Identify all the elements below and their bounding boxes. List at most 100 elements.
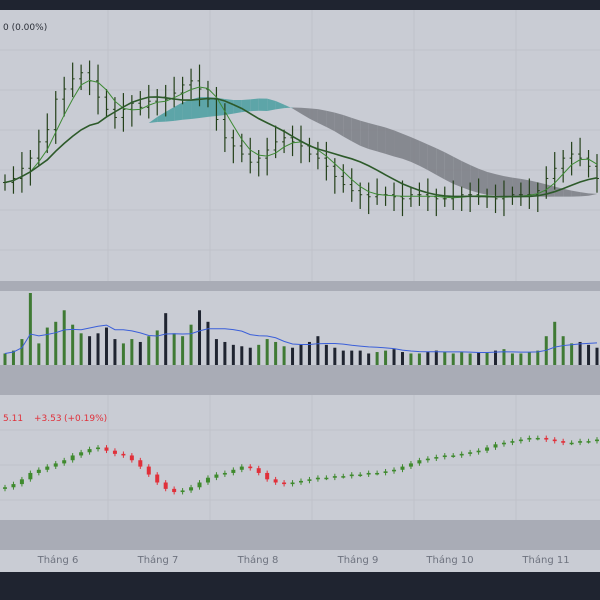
volume-bar-10: [88, 336, 92, 365]
candle-33: [282, 480, 287, 487]
candle-body: [510, 441, 515, 443]
candle-17: [146, 464, 151, 477]
candle-41: [349, 472, 354, 479]
candle-body: [28, 472, 33, 480]
candle-body: [11, 484, 16, 488]
ohlc-bar-3: [28, 150, 33, 186]
candle-legend-value: 5.11: [3, 414, 23, 424]
candle-7: [62, 457, 67, 466]
candle-body: [552, 439, 557, 442]
price-panel-bg: [0, 10, 600, 281]
bottom-toolbar: [0, 572, 600, 600]
ohlc-bar-48: [408, 186, 413, 207]
x-axis-label-2: Tháng 8: [237, 554, 279, 566]
candle-body: [518, 439, 523, 442]
ohlc-bar-12: [104, 89, 109, 118]
ohlc-bar-7: [62, 76, 67, 117]
candle-2: [19, 476, 24, 487]
candle-51: [434, 454, 439, 462]
ohlc-bar-33: [282, 129, 287, 154]
cloud-segment-47: [402, 133, 411, 162]
volume-bar-38: [324, 344, 328, 365]
volume-bar-50: [426, 352, 430, 365]
ohlc-bar-50: [425, 178, 430, 211]
ohlc-bar-49: [417, 182, 422, 206]
panel-separator-2: [0, 365, 600, 395]
candle-14: [121, 451, 126, 458]
volume-bar-2: [20, 339, 24, 365]
ohlc-bar-14: [121, 93, 126, 132]
cloud-segment-53: [453, 156, 462, 188]
candle-20: [172, 486, 177, 495]
cloud-segment-46: [394, 130, 403, 159]
candle-32: [273, 476, 278, 485]
candle-21: [180, 488, 185, 495]
candle-body: [569, 442, 574, 445]
candle-50: [425, 456, 430, 463]
candle-56: [476, 448, 481, 455]
candle-69: [586, 438, 591, 444]
candle-body: [408, 463, 413, 467]
candle-0: [3, 484, 7, 492]
ohlc-bar-41: [349, 168, 354, 202]
candle-body: [87, 449, 92, 453]
candle-body: [70, 455, 75, 461]
volume-bar-5: [45, 327, 49, 365]
ohlc-bar-69: [586, 150, 591, 178]
candle-legend-pct: (+0.19%): [64, 414, 107, 424]
candle-body: [442, 455, 447, 458]
candle-body: [256, 468, 261, 473]
chart-area[interactable]: Tháng 6 Tháng 7 Tháng 8 Tháng 9 Tháng 10 Thán…: [0, 10, 600, 572]
candle-body: [400, 466, 405, 470]
volume-bar-59: [502, 349, 506, 365]
candle-body: [155, 474, 160, 483]
ohlc-bar-61: [518, 182, 523, 206]
candle-15: [129, 453, 134, 463]
candle-body: [578, 441, 583, 443]
volume-bar-36: [307, 341, 311, 365]
candle-body: [231, 469, 236, 473]
ohlc-bar-30: [256, 150, 261, 177]
volume-bar-58: [494, 350, 498, 365]
candle-body: [349, 474, 354, 477]
volume-bar-48: [409, 353, 413, 365]
cloud-segment-60: [512, 177, 521, 197]
volume-bar-24: [206, 321, 210, 365]
volume-bar-13: [113, 339, 117, 365]
volume-bar-8: [71, 324, 75, 365]
cloud-segment-20: [174, 102, 183, 121]
volume-bar-32: [274, 341, 278, 365]
candle-body: [138, 460, 143, 467]
volume-bar-53: [451, 353, 455, 365]
candle-body: [501, 442, 506, 445]
volume-bar-33: [282, 346, 286, 365]
candle-18: [155, 472, 160, 485]
candle-45: [383, 468, 388, 476]
volume-bar-18: [155, 330, 159, 365]
candle-body: [163, 482, 168, 489]
candlesticks: [3, 435, 599, 495]
candle-body: [358, 474, 363, 477]
candle-body: [451, 455, 456, 457]
ohlc-bar-37: [315, 141, 320, 170]
x-axis-bg: [0, 550, 600, 572]
chart-svg[interactable]: Tháng 6 Tháng 7 Tháng 8 Tháng 9 Tháng 10 Thán…: [0, 10, 600, 572]
volume-bar-12: [104, 327, 108, 365]
cloud-segment-37: [317, 109, 327, 127]
candle-body: [197, 482, 202, 488]
ohlc-bar-47: [400, 180, 405, 217]
candle-27: [231, 467, 236, 476]
candle-19: [163, 480, 168, 492]
volume-bar-22: [189, 324, 193, 365]
volume-bar-28: [240, 346, 244, 365]
cloud-segment-38: [326, 110, 335, 132]
cloud-segment-23: [199, 96, 208, 119]
volume-bar-45: [384, 350, 388, 365]
candle-38: [324, 475, 329, 481]
volume-bar-29: [248, 347, 252, 365]
volume-bar-44: [375, 352, 379, 365]
candle-53: [451, 453, 456, 458]
ohlc-bar-31: [265, 137, 270, 176]
volume-bar-11: [96, 333, 100, 365]
ohlc-bar-11: [96, 64, 101, 115]
